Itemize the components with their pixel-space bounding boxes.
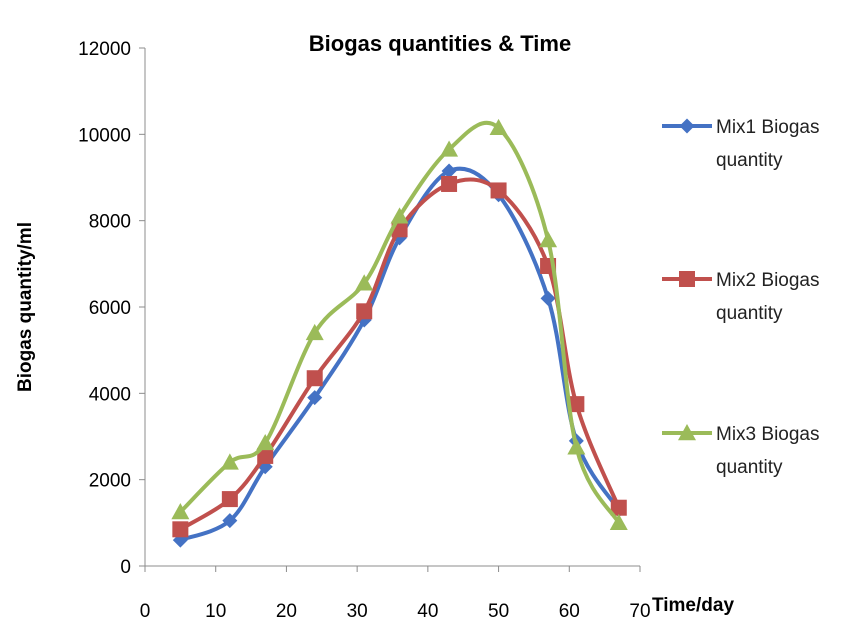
series-3-point xyxy=(256,433,275,451)
legend-label: quantity xyxy=(716,150,783,171)
series-2-point xyxy=(306,370,323,387)
x-tick-label: 40 xyxy=(417,601,438,622)
legend-label: Mix3 Biogas xyxy=(716,424,820,445)
series-1-point xyxy=(307,390,323,406)
legend-item-3: Mix3 Biogas quantity xyxy=(662,424,820,478)
x-tick-label: 30 xyxy=(347,601,368,622)
x-tick-label: 0 xyxy=(140,601,151,622)
x-ticks: 0 10 20 30 40 50 60 70 xyxy=(140,566,651,622)
legend-label: Mix1 Biogas xyxy=(716,117,820,138)
y-tick-label: 12000 xyxy=(78,39,131,60)
series-3-point xyxy=(390,207,409,224)
legend-swatch-marker xyxy=(678,424,696,441)
series-3-point xyxy=(539,231,558,248)
legend-item-2: Mix2 Biogas quantity xyxy=(662,270,820,324)
y-tick-label: 4000 xyxy=(89,384,131,405)
chart-title: Biogas quantities & Time xyxy=(309,31,571,56)
series-3-point xyxy=(305,323,324,341)
series-3-point xyxy=(171,503,190,520)
y-tick-label: 0 xyxy=(120,557,131,578)
y-axis-label: Biogas quantity/ml xyxy=(15,222,36,392)
legend-swatch-marker xyxy=(679,118,695,134)
x-tick-label: 10 xyxy=(205,601,226,622)
legend-label: Mix2 Biogas xyxy=(716,270,820,291)
series-1-point xyxy=(441,163,457,179)
legend-label: quantity xyxy=(716,303,783,324)
series-2-point xyxy=(172,521,189,538)
y-tick-label: 6000 xyxy=(89,298,131,319)
series-1-point xyxy=(540,290,556,306)
axes xyxy=(144,48,640,567)
series-3 xyxy=(171,118,628,531)
series-3-point xyxy=(355,274,374,291)
y-tick-label: 8000 xyxy=(89,212,131,233)
series-3-point xyxy=(609,513,628,531)
y-ticks: 0 2000 4000 6000 8000 10000 12000 xyxy=(78,39,145,578)
series-layer xyxy=(171,118,628,548)
series-2-point xyxy=(568,396,585,413)
series-2-point xyxy=(610,499,627,516)
x-tick-label: 60 xyxy=(559,601,580,622)
y-tick-label: 10000 xyxy=(78,125,131,146)
x-tick-label: 70 xyxy=(629,601,650,622)
y-tick-label: 2000 xyxy=(89,471,131,492)
series-1-point xyxy=(222,513,238,529)
legend-label: quantity xyxy=(716,457,783,478)
x-axis-label: Time/day xyxy=(652,595,734,616)
series-2-point xyxy=(441,175,458,192)
series-2-point xyxy=(257,447,274,464)
x-tick-label: 50 xyxy=(488,601,509,622)
x-tick-label: 20 xyxy=(276,601,297,622)
series-3-point xyxy=(440,140,459,157)
series-2-point xyxy=(356,303,373,320)
series-2-point xyxy=(490,182,507,199)
legend-swatch-marker xyxy=(679,271,695,287)
series-3-point xyxy=(489,118,508,136)
series-3-point xyxy=(567,438,586,455)
legend-item-1: Mix1 Biogas quantity xyxy=(662,117,820,171)
series-3-point xyxy=(220,453,239,470)
series-2-point xyxy=(221,491,238,508)
